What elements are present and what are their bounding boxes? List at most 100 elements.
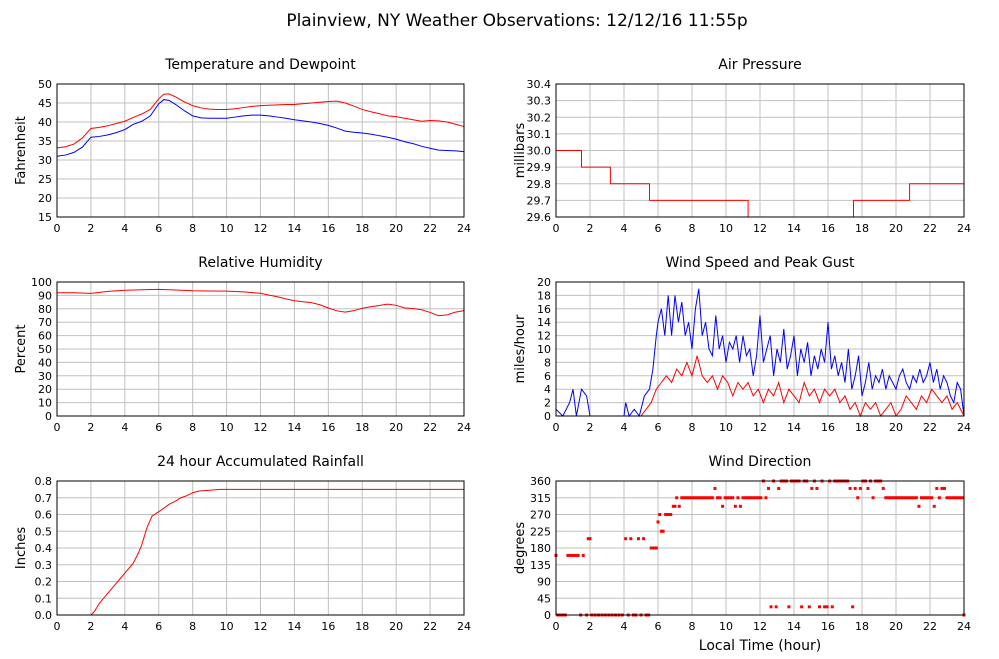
y-tick-label: 0.8 [35,475,53,488]
x-tick-label: 0 [553,620,560,633]
data-point [671,504,675,508]
data-point [858,486,862,490]
data-point [899,496,903,500]
data-point [925,496,929,500]
y-tick-label: 50 [38,78,52,91]
y-tick-label: 0 [544,410,551,423]
data-point [904,496,908,500]
data-point [716,496,719,500]
series-line-red [57,288,465,317]
x-tick-label: 20 [889,620,903,633]
x-tick-label: 12 [753,222,767,235]
x-tick-label: 16 [321,222,335,235]
y-tick-label: 30.2 [527,111,552,124]
y-tick-label: 0.1 [35,592,53,605]
x-tick-label: 8 [689,421,696,434]
data-point [942,486,946,490]
y-tick-label: 60 [38,330,52,343]
x-tick-label: 24 [457,421,471,434]
data-point [664,513,668,516]
data-point [950,496,954,500]
data-point [576,553,580,557]
data-point [889,496,893,500]
y-tick-label: 14 [537,316,551,329]
x-tick-label: 16 [821,620,835,633]
y-tick-label: 180 [530,542,551,555]
data-point [927,496,931,500]
x-tick-label: 6 [155,222,162,235]
x-tick-label: 22 [423,421,437,434]
data-point [810,486,814,490]
data-point [754,496,758,500]
chart-title: Wind Speed and Peak Gust [666,255,855,271]
y-tick-label: 40 [38,356,52,369]
data-point [907,496,911,500]
x-tick-label: 8 [689,620,696,633]
data-point [912,496,916,500]
data-point [774,605,778,609]
x-tick-label: 20 [889,222,903,235]
x-tick-label: 6 [655,222,662,235]
y-tick-label: 135 [530,559,551,572]
data-point [721,504,725,508]
data-point [825,605,829,609]
x-tick-label: 18 [855,421,869,434]
x-tick-label: 4 [121,620,128,633]
data-point [958,496,962,500]
x-tick-label: 4 [621,421,628,434]
data-point [767,486,770,490]
x-tick-label: 12 [753,620,767,633]
y-tick-label: 90 [38,289,52,302]
x-tick-label: 14 [787,421,801,434]
y-axis-label: Inches [14,527,29,569]
x-axis-label: Local Time (hour) [699,638,821,654]
data-point [693,496,697,500]
x-tick-label: 0 [54,222,61,235]
y-tick-label: 315 [530,492,551,505]
x-tick-label: 18 [855,222,869,235]
x-tick-label: 18 [855,620,869,633]
y-tick-label: 0.3 [35,559,53,572]
series-line-red [56,93,465,149]
x-tick-label: 22 [923,421,937,434]
chart-3: 0 2 4 6 8 10 12 14 16 18 20 22 2402468101214161820Wi… [513,255,971,434]
y-tick-label: 80 [38,303,52,316]
data-point [568,553,572,557]
data-point [713,486,717,490]
data-point [830,605,834,609]
x-tick-label: 8 [189,620,196,633]
plot-frame [555,281,965,417]
y-axis-label: miles/hour [513,314,528,383]
y-tick-label: 0.7 [35,492,53,505]
data-point [746,496,750,500]
data-point [937,496,941,500]
y-tick-label: 70 [38,316,52,329]
data-point [629,537,633,541]
x-tick-label: 22 [423,222,437,235]
data-point [932,504,936,508]
x-tick-label: 20 [389,620,403,633]
y-tick-label: 45 [38,97,52,110]
y-tick-label: 0.2 [35,576,53,589]
x-tick-label: 24 [957,222,971,235]
y-tick-label: 29.7 [527,194,552,207]
data-point [658,513,662,516]
y-tick-label: 100 [31,276,52,289]
y-tick-label: 2 [544,397,551,410]
x-tick-label: 8 [189,222,196,235]
chart-title: 24 hour Accumulated Rainfall [157,454,364,470]
data-point [894,496,898,500]
chart-1: 0 2 4 6 8 10 12 14 16 18 20 22 2429.629.729.829.930.… [513,57,971,235]
x-tick-label: 6 [655,421,662,434]
data-point [818,605,821,609]
data-point [953,496,957,500]
data-point [948,496,952,500]
y-tick-label: 15 [38,211,52,224]
x-tick-label: 8 [189,421,196,434]
x-tick-label: 20 [889,421,903,434]
y-tick-label: 270 [530,509,551,522]
data-point [756,496,760,500]
x-tick-label: 0 [553,421,560,434]
x-tick-label: 10 [719,222,733,235]
x-tick-label: 16 [821,222,835,235]
